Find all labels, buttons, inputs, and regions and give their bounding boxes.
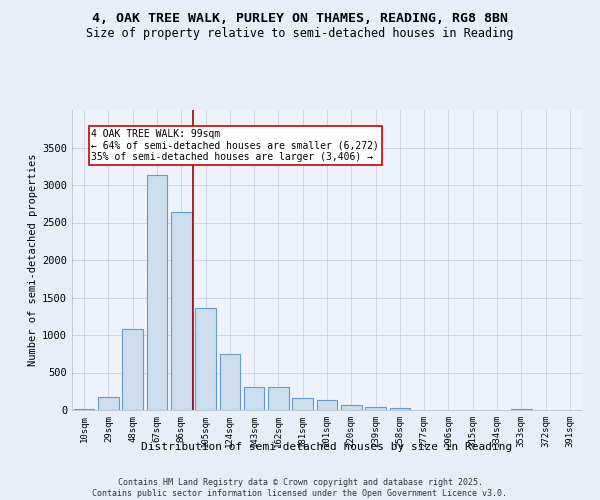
Text: 4 OAK TREE WALK: 99sqm
← 64% of semi-detached houses are smaller (6,272)
35% of : 4 OAK TREE WALK: 99sqm ← 64% of semi-det… (91, 128, 379, 162)
Bar (292, 398, 313, 410)
Bar (98, 397, 119, 410)
Bar (146, 174, 167, 410)
Bar (511, 408, 532, 410)
Bar (317, 400, 337, 410)
Text: Distribution of semi-detached houses by size in Reading: Distribution of semi-detached houses by … (142, 442, 512, 452)
Bar (220, 354, 240, 410)
Bar (171, 212, 191, 410)
Bar (389, 408, 410, 410)
Bar (341, 405, 362, 410)
Bar (195, 308, 216, 410)
Bar (365, 407, 386, 410)
Bar (122, 329, 143, 410)
Bar (74, 408, 94, 410)
Bar (244, 387, 265, 410)
Bar (268, 387, 289, 410)
Text: 4, OAK TREE WALK, PURLEY ON THAMES, READING, RG8 8BN: 4, OAK TREE WALK, PURLEY ON THAMES, READ… (92, 12, 508, 26)
Y-axis label: Number of semi-detached properties: Number of semi-detached properties (28, 154, 38, 366)
Text: Size of property relative to semi-detached houses in Reading: Size of property relative to semi-detach… (86, 28, 514, 40)
Text: Contains HM Land Registry data © Crown copyright and database right 2025.
Contai: Contains HM Land Registry data © Crown c… (92, 478, 508, 498)
